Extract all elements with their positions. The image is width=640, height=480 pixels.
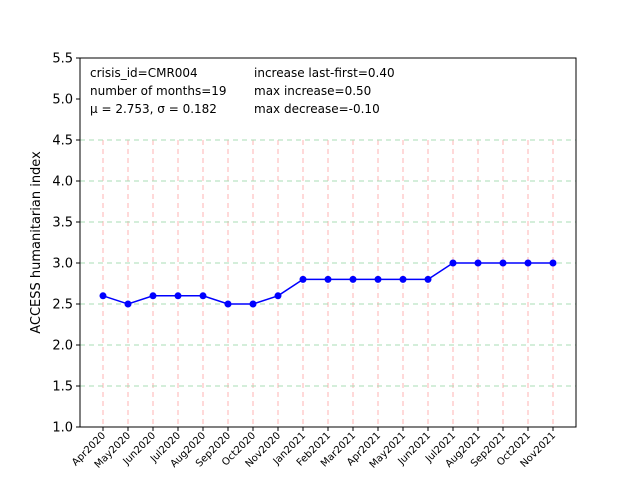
stats-annotations: crisis_id=CMR004 number of months=19 μ =…: [90, 66, 395, 116]
data-point: [499, 259, 507, 267]
data-point: [99, 292, 107, 300]
data-point: [399, 275, 407, 283]
data-point: [424, 275, 432, 283]
data-point: [549, 259, 557, 267]
data-point: [274, 292, 282, 300]
data-point: [474, 259, 482, 267]
data-series: [99, 259, 557, 308]
y-tick-label: 4.5: [52, 134, 73, 149]
data-point: [349, 275, 357, 283]
data-point: [224, 300, 232, 308]
annotation-max-increase: max increase=0.50: [254, 84, 371, 98]
data-point: [199, 292, 207, 300]
data-point: [524, 259, 532, 267]
annotation-mean-std: μ = 2.753, σ = 0.182: [90, 102, 217, 116]
y-tick-label: 1.0: [52, 421, 73, 436]
data-point: [324, 275, 332, 283]
y-tick-label: 2.0: [52, 339, 73, 354]
y-axis: 1.0 1.5 2.0 2.5 3.0 3.5 4.0 4.5 5.0 5.5: [52, 52, 80, 436]
y-tick-label: 4.0: [52, 175, 73, 190]
data-point: [124, 300, 132, 308]
data-point: [149, 292, 157, 300]
annotation-max-decrease: max decrease=-0.10: [254, 102, 380, 116]
data-point: [299, 275, 307, 283]
y-tick-label: 3.0: [52, 257, 73, 272]
data-point: [374, 275, 382, 283]
annotation-month-count: number of months=19: [90, 84, 227, 98]
y-tick-label: 5.0: [52, 93, 73, 108]
y-axis-label: ACCESS humanitarian index: [29, 151, 44, 334]
y-tick-label: 5.5: [52, 52, 73, 67]
data-point: [174, 292, 182, 300]
annotation-crisis-id: crisis_id=CMR004: [90, 66, 198, 80]
grid-lines: [80, 139, 576, 427]
y-tick-label: 3.5: [52, 216, 73, 231]
y-tick-label: 1.5: [52, 380, 73, 395]
data-point: [449, 259, 457, 267]
y-tick-label: 2.5: [52, 298, 73, 313]
annotation-increase-last-first: increase last-first=0.40: [254, 66, 395, 80]
data-point: [249, 300, 257, 308]
